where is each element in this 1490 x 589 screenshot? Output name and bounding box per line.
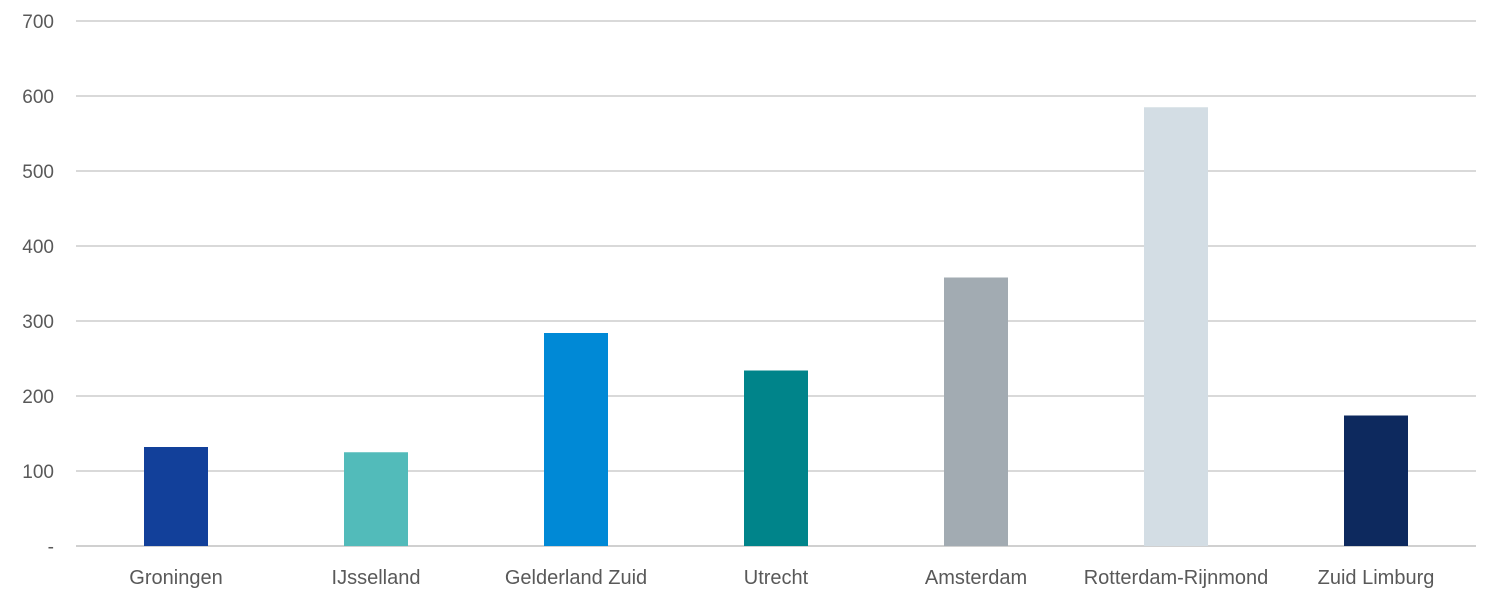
bars — [144, 107, 1408, 546]
y-tick-label: 100 — [22, 462, 54, 483]
x-tick-label: IJsselland — [332, 567, 421, 589]
y-axis-ticks: - 100 200 300 400 500 600 700 — [22, 12, 54, 558]
x-tick-label: Zuid Limburg — [1318, 567, 1435, 589]
y-tick-label: 400 — [22, 237, 54, 258]
bar — [744, 370, 808, 546]
bar — [144, 447, 208, 546]
bar — [1144, 107, 1208, 546]
y-tick-label: 700 — [22, 12, 54, 33]
x-tick-label: Gelderland Zuid — [505, 567, 647, 589]
y-tick-label: 600 — [22, 87, 54, 108]
y-tick-label: 200 — [22, 387, 54, 408]
y-tick-label: - — [48, 537, 54, 558]
bar — [544, 333, 608, 546]
y-tick-label: 500 — [22, 162, 54, 183]
bar — [344, 452, 408, 546]
bar — [1344, 415, 1408, 546]
y-tick-label: 300 — [22, 312, 54, 333]
x-axis-labels: Groningen IJsselland Gelderland Zuid Utrech… — [129, 567, 1434, 589]
bar — [944, 277, 1008, 546]
x-tick-label: Utrecht — [744, 567, 809, 589]
x-tick-label: Amsterdam — [925, 567, 1027, 589]
x-tick-label: Rotterdam-Rijnmond — [1084, 567, 1269, 589]
x-tick-label: Groningen — [129, 567, 222, 589]
